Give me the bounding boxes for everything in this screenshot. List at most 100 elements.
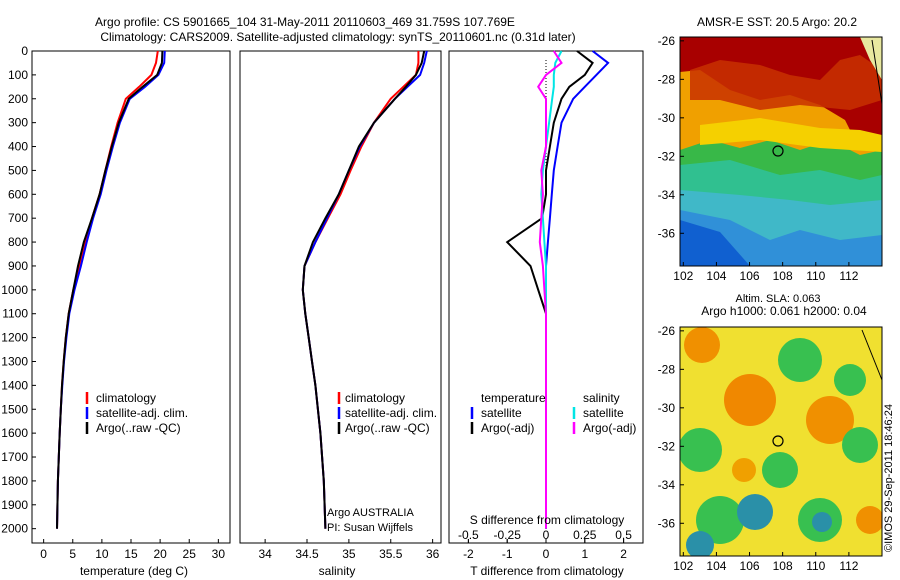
legend-label-t-argo: Argo(-adj) xyxy=(481,421,534,435)
map-y-tick-label: -32 xyxy=(658,439,676,453)
map-y-tick-label: -36 xyxy=(658,226,676,240)
map-y-tick-label: -36 xyxy=(658,516,676,530)
figure-title-line1: Argo profile: CS 5901665_104 31-May-2011… xyxy=(95,15,515,29)
legend-label-climatology: climatology xyxy=(96,391,156,405)
x-tick-label: 36 xyxy=(426,547,440,561)
difference-legend: temperature salinity satellite Argo(-adj… xyxy=(470,391,636,435)
x-tick-label: 0.5 xyxy=(615,528,632,542)
legend-header-salinity: salinity xyxy=(583,391,620,405)
depth-tick-label: 200 xyxy=(8,92,28,106)
map-y-tick-label: -32 xyxy=(658,149,676,163)
legend-header-temperature: temperature xyxy=(481,391,546,405)
depth-tick-label: 1900 xyxy=(1,498,28,512)
coastline xyxy=(871,39,883,105)
x-tick-label: 34.5 xyxy=(295,547,319,561)
sst-heatmap xyxy=(680,37,882,266)
sla-heatmap xyxy=(680,327,882,556)
salinity-panel xyxy=(239,50,442,544)
map-x-tick-label: 112 xyxy=(839,559,858,573)
map-axes: 102 104 106 108 110 112 -26 -28 -30 -32 -34 -36 102 1… xyxy=(658,34,859,573)
coastline xyxy=(861,329,883,381)
legend-label-argo: Argo(..raw -QC) xyxy=(345,421,430,435)
x-tick-label: 35 xyxy=(342,547,356,561)
argo-position-marker xyxy=(772,435,784,447)
depth-tick-label: 1100 xyxy=(2,307,28,321)
temperature-series xyxy=(56,50,166,529)
salinity-legend: climatology satellite-adj. clim. Argo(..… xyxy=(337,391,437,435)
map-y-tick-label: -26 xyxy=(658,34,676,48)
map-x-tick-label: 102 xyxy=(673,269,693,283)
depth-tick-label: 600 xyxy=(8,187,28,201)
map-y-tick-label: -28 xyxy=(658,72,676,86)
sst-map-title: AMSR-E SST: 20.5 Argo: 20.2 xyxy=(697,15,857,29)
legend-label-t-satellite: satellite xyxy=(481,406,522,420)
series-line-argo-raw-qc- xyxy=(56,50,164,529)
map-y-tick-label: -30 xyxy=(658,401,676,415)
map-x-tick-label: 102 xyxy=(673,559,693,573)
legend-label-argo: Argo(..raw -QC) xyxy=(96,421,181,435)
sst-map-frame xyxy=(679,36,883,267)
legend-label-satellite: satellite-adj. clim. xyxy=(96,406,188,420)
legend-label-s-argo: Argo(-adj) xyxy=(583,421,636,435)
map-x-tick-label: 108 xyxy=(773,269,793,283)
figure-title-line2: Climatology: CARS2009. Satellite-adjuste… xyxy=(100,30,575,44)
temperature-x-axis: 0 5 10 15 20 25 30 xyxy=(40,539,225,561)
depth-tick-label: 1600 xyxy=(1,426,28,440)
sla-map-title2: Argo h1000: 0.061 h2000: 0.04 xyxy=(701,304,867,318)
depth-tick-label: 700 xyxy=(8,211,28,225)
map-y-tick-label: -28 xyxy=(658,362,676,376)
depth-tick-label: 900 xyxy=(8,259,28,273)
x-tick-label: 5 xyxy=(69,547,76,561)
legend-label-satellite: satellite-adj. clim. xyxy=(345,406,437,420)
x-tick-label: 15 xyxy=(124,547,138,561)
x-tick-label: 1 xyxy=(581,547,588,561)
x-tick-label: 0 xyxy=(543,528,550,542)
map-y-tick-label: -26 xyxy=(658,324,676,338)
x-tick-label: 0 xyxy=(543,547,550,561)
depth-tick-label: 300 xyxy=(8,116,28,130)
x-tick-label: -0.25 xyxy=(494,528,522,542)
map-y-tick-label: -34 xyxy=(658,188,676,202)
temperature-axis-label: temperature (deg C) xyxy=(80,564,188,578)
x-tick-label: 35.5 xyxy=(379,547,403,561)
temperature-legend: climatology satellite-adj. clim. Argo(..… xyxy=(85,391,188,435)
x-tick-label: 10 xyxy=(95,547,109,561)
x-tick-label: -0.5 xyxy=(458,528,479,542)
map-x-tick-label: 110 xyxy=(806,559,825,573)
map-x-tick-label: 110 xyxy=(806,269,825,283)
salinity-x-axis: 34 34.5 35 35.5 36 xyxy=(258,539,440,561)
series-line-argo-raw-qc- xyxy=(301,50,426,529)
map-y-tick-label: -30 xyxy=(658,111,676,125)
map-x-tick-label: 106 xyxy=(740,559,760,573)
depth-tick-label: 1400 xyxy=(1,378,28,392)
legend-label-s-satellite: satellite xyxy=(583,406,624,420)
x-tick-label: 2 xyxy=(620,547,627,561)
depth-tick-label: 500 xyxy=(8,163,28,177)
footer-timestamp: ©IMOS 29-Sep-2011 18:46:24 xyxy=(883,404,895,552)
x-tick-label: 0 xyxy=(40,547,47,561)
depth-tick-label: 400 xyxy=(8,140,28,154)
annotation-pi: PI: Susan Wijffels xyxy=(327,522,413,534)
depth-tick-label: 100 xyxy=(8,68,28,82)
depth-tick-label: 1800 xyxy=(1,474,28,488)
x-tick-label: 20 xyxy=(153,547,167,561)
difference-series xyxy=(505,50,610,529)
x-tick-label: -2 xyxy=(463,547,474,561)
x-tick-label: 30 xyxy=(212,547,226,561)
depth-axis: 0 100 200 300 400 500 600 700 800 900 1000 1100 1200… xyxy=(1,44,36,536)
map-x-tick-label: 112 xyxy=(839,269,858,283)
map-x-tick-label: 106 xyxy=(740,269,760,283)
difference-x-axis: -2 -1 0 1 2 -0.5 -0.25 0 0.25 0.5 xyxy=(458,528,632,561)
x-tick-label: 25 xyxy=(183,547,197,561)
s-difference-axis-label: S difference from climatology xyxy=(470,513,625,527)
legend-label-climatology: climatology xyxy=(345,391,405,405)
depth-tick-label: 1500 xyxy=(1,402,28,416)
sla-map-frame xyxy=(679,326,883,557)
depth-tick-label: 1200 xyxy=(1,331,28,345)
salinity-series xyxy=(301,50,428,529)
annotation-program: Argo AUSTRALIA xyxy=(327,507,414,519)
x-tick-label: 0.25 xyxy=(573,528,597,542)
map-x-tick-label: 104 xyxy=(706,559,726,573)
